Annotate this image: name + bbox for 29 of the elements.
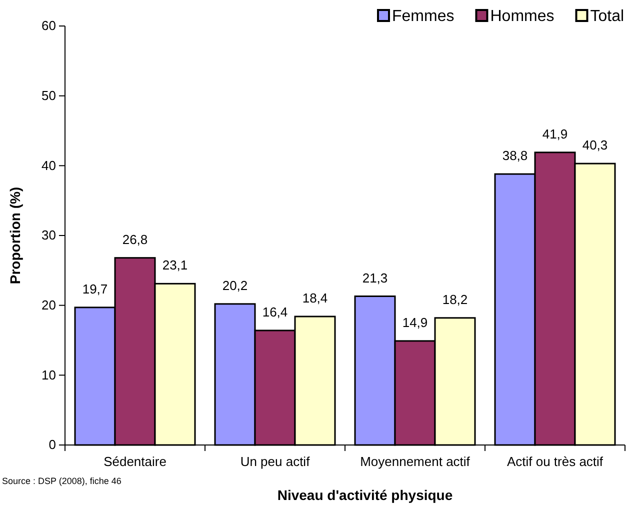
legend-label: Femmes bbox=[392, 8, 454, 25]
y-tick-label: 10 bbox=[42, 367, 56, 382]
y-tick-label: 50 bbox=[42, 88, 56, 103]
source-note: Source : DSP (2008), fiche 46 bbox=[2, 476, 122, 486]
data-label: 23,1 bbox=[162, 258, 188, 273]
data-label: 16,4 bbox=[262, 304, 288, 320]
x-tick-label: Un peu actif bbox=[240, 454, 310, 470]
data-label: 20,2 bbox=[222, 278, 248, 293]
y-tick-label: 60 bbox=[42, 18, 56, 34]
legend-label: Total bbox=[590, 8, 624, 25]
data-label: 41,9 bbox=[542, 126, 568, 142]
y-tick-label: 20 bbox=[42, 297, 56, 312]
data-label: 19,7 bbox=[82, 281, 108, 296]
data-label: 14,9 bbox=[402, 314, 428, 330]
y-tick-label: 30 bbox=[42, 228, 56, 243]
data-label: 18,2 bbox=[442, 292, 468, 307]
data-label: 40,3 bbox=[582, 138, 608, 153]
data-label: 18,4 bbox=[302, 290, 328, 306]
x-axis-title: Niveau d'activité physique bbox=[277, 487, 453, 503]
x-tick-label: Moyennement actif bbox=[360, 454, 470, 470]
x-tick-label: Sédentaire bbox=[104, 454, 166, 470]
data-label: 26,8 bbox=[122, 232, 148, 247]
y-tick-label: 40 bbox=[42, 158, 56, 173]
x-tick-label: Actif ou très actif bbox=[506, 454, 604, 470]
data-label: 21,3 bbox=[362, 270, 388, 286]
y-axis-title: Proportion (%) bbox=[7, 186, 23, 284]
y-tick-label: 0 bbox=[48, 437, 56, 452]
legend-label: Hommes bbox=[490, 8, 554, 25]
data-label: 38,8 bbox=[502, 148, 528, 164]
